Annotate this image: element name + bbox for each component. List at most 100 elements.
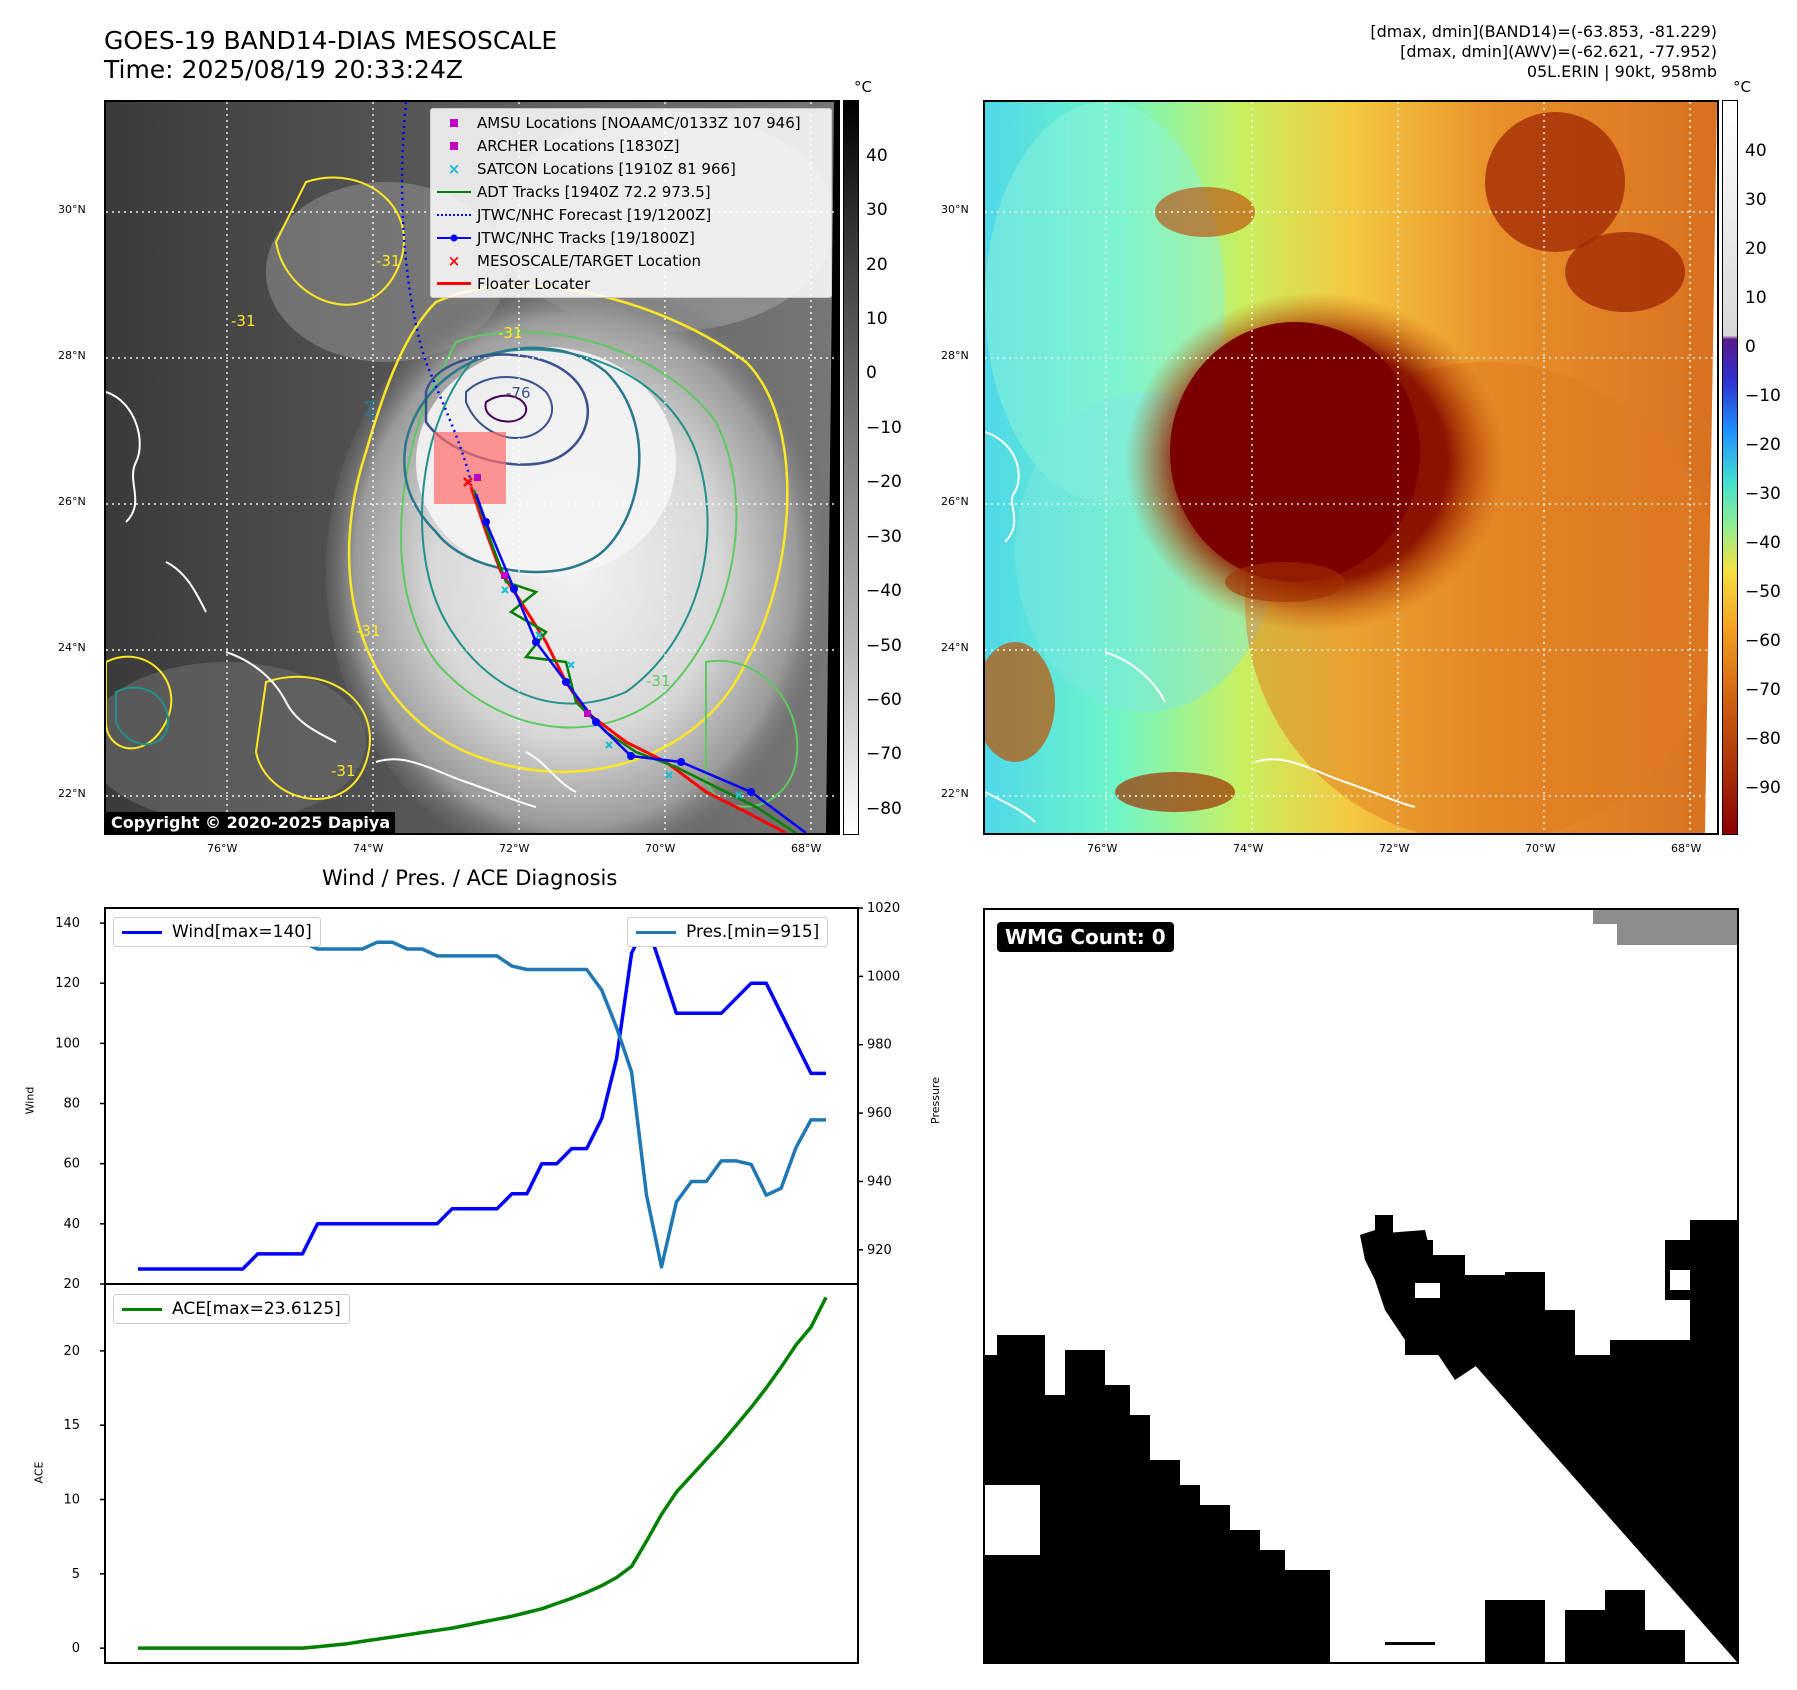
lon-label: 72°W [1379, 842, 1410, 855]
colorbar-tick: 0 [866, 363, 877, 383]
colorbar-tick: 0 [1745, 337, 1756, 357]
contour-label: -31 [376, 252, 401, 270]
copyright-text: Copyright © 2020-2025 Dapiya [106, 812, 396, 833]
lon-label: 74°W [353, 842, 384, 855]
contour-label: -31 [331, 762, 356, 780]
wmg-count-badge: WMG Count: 0 [997, 922, 1174, 952]
colorbar-tick: −50 [866, 636, 902, 656]
legend-item: Floater Locater [431, 272, 831, 295]
figure-title: GOES-19 BAND14-DIAS MESOSCALE Time: 2025… [104, 26, 557, 84]
contour-label: -76 [506, 384, 531, 402]
lon-label: 74°W [1233, 842, 1264, 855]
tick-label: 960 [867, 1106, 892, 1121]
legend-item: ARCHER Locations [1830Z] [431, 134, 831, 157]
contour-label: -31 [498, 324, 523, 342]
colorbar-tick: −20 [1745, 435, 1781, 455]
x-marker-icon: × [447, 159, 461, 178]
tick-label: 940 [867, 1174, 892, 1189]
forecast-track [400, 102, 473, 483]
legend-item: JTWC/NHC Forecast [19/1200Z] [431, 203, 831, 226]
lat-label: 28°N [58, 349, 86, 362]
colorbar-tick: 10 [866, 309, 888, 329]
wmg-mask [985, 910, 1737, 1662]
title-line-2: Time: 2025/08/19 20:33:24Z [104, 55, 463, 84]
colorbar-tick: 10 [1745, 288, 1767, 308]
contour-label: -64 [361, 398, 380, 424]
lon-label: 76°W [207, 842, 238, 855]
dotted-line-icon [431, 213, 477, 216]
contour-label: -31 [646, 672, 671, 690]
colorbar-tick: −50 [1745, 582, 1781, 602]
tick-label: 140 [55, 916, 80, 931]
diagnosis-title: Wind / Pres. / ACE Diagnosis [322, 866, 618, 890]
wind-axis-label: Wind [23, 1086, 37, 1115]
colorbar-tick: −30 [866, 527, 902, 547]
colorbar-unit: °C [1733, 78, 1751, 96]
tick-label: 60 [63, 1157, 80, 1172]
tick-label: 10 [63, 1493, 80, 1508]
legend-item: JTWC/NHC Tracks [19/1800Z] [431, 226, 831, 249]
colorbar-tick: −80 [1745, 729, 1781, 749]
line-icon [122, 930, 162, 934]
square-icon [431, 141, 477, 150]
wind-legend: Wind[max=140] [113, 917, 321, 947]
colorbar-tick: −80 [866, 799, 902, 819]
lat-label: 26°N [941, 495, 969, 508]
wmg-panel: WMG Count: 0 [983, 908, 1739, 1664]
colorbar-tick: −60 [1745, 631, 1781, 651]
colorbar-tick: −10 [866, 418, 902, 438]
ace-legend: ACE[max=23.6125] [113, 1294, 350, 1324]
line-dot-icon [431, 233, 477, 243]
tick-label: 20 [63, 1344, 80, 1359]
colorbar-tick: 30 [1745, 190, 1767, 210]
tick-label: 120 [55, 976, 80, 991]
colorbar-tick: −40 [866, 581, 902, 601]
square-icon [431, 118, 477, 127]
colorbar-tick: −70 [866, 744, 902, 764]
line-icon [431, 282, 477, 285]
tick-label: 0 [72, 1641, 80, 1656]
band14-map: -31 -31 -64 -76 -31 -31 -31 -31 AMSU Loc… [104, 100, 840, 835]
line-icon [122, 1307, 162, 1311]
awv-map [983, 100, 1719, 835]
legend-item: × MESOSCALE/TARGET Location [431, 249, 831, 272]
info-line-2: [dmax, dmin](AWV)=(-62.621, -77.952) [1400, 42, 1717, 61]
ace-axis-label: ACE [32, 1461, 46, 1484]
lon-label: 76°W [1087, 842, 1118, 855]
band14-colorbar [843, 100, 859, 835]
ace-frame [104, 1283, 859, 1664]
figure-info: [dmax, dmin](BAND14)=(-63.853, -81.229) … [1370, 22, 1717, 82]
awv-colorbar [1722, 100, 1738, 835]
contour-label: -31 [356, 622, 381, 640]
track-legend: AMSU Locations [NOAAMC/0133Z 107 946] AR… [430, 108, 832, 298]
lat-label: 22°N [941, 787, 969, 800]
colorbar-tick: −90 [1745, 778, 1781, 798]
legend-item: AMSU Locations [NOAAMC/0133Z 107 946] [431, 111, 831, 134]
pressure-series-line [138, 919, 826, 1269]
tick-label: 1000 [867, 969, 900, 984]
lon-label: 70°W [645, 842, 676, 855]
colorbar-unit: °C [854, 78, 872, 96]
colorbar-tick: 20 [1745, 239, 1767, 259]
ace-series-line [138, 1296, 828, 1650]
lon-label: 68°W [1671, 842, 1702, 855]
wind-pres-frame [104, 907, 859, 1285]
legend-item: ADT Tracks [1940Z 72.2 973.5] [431, 180, 831, 203]
contour-label: -31 [231, 312, 256, 330]
lat-label: 30°N [941, 203, 969, 216]
lon-label: 68°W [791, 842, 822, 855]
lon-label: 72°W [499, 842, 530, 855]
colorbar-tick: −70 [1745, 680, 1781, 700]
colorbar-tick: −40 [1745, 533, 1781, 553]
tick-label: 20 [63, 1277, 80, 1292]
title-line-1: GOES-19 BAND14-DIAS MESOSCALE [104, 26, 558, 55]
lat-label: 22°N [58, 787, 86, 800]
colorbar-tick: −10 [1745, 386, 1781, 406]
lat-label: 26°N [58, 495, 86, 508]
colorbar-tick: 20 [866, 255, 888, 275]
mesoscale-target-box [434, 432, 506, 504]
info-line-1: [dmax, dmin](BAND14)=(-63.853, -81.229) [1370, 22, 1717, 41]
lat-label: 24°N [941, 641, 969, 654]
pressure-axis-label: Pressure [928, 1077, 942, 1124]
lat-label: 28°N [941, 349, 969, 362]
